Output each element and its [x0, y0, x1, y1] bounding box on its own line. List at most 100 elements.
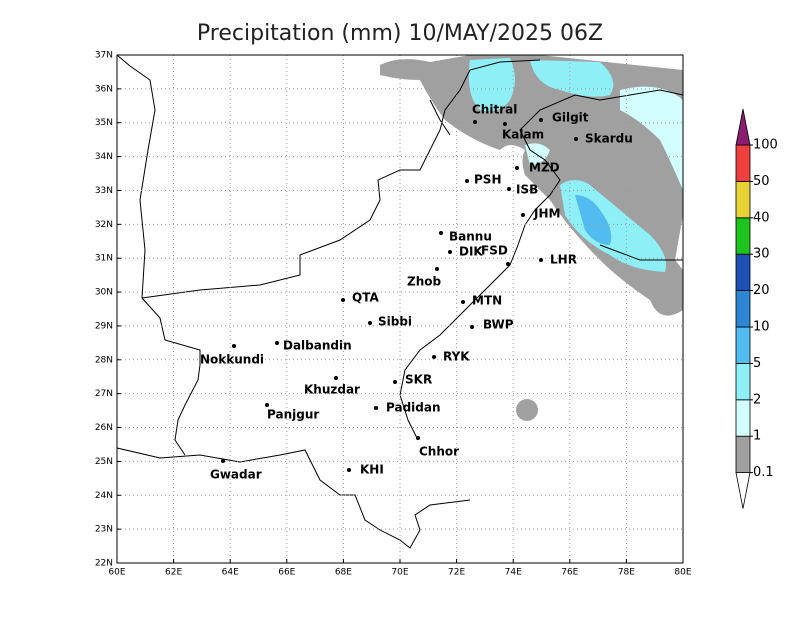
x-tick-label: 76E	[561, 568, 578, 578]
city-label: DIK	[459, 245, 483, 259]
city-label: Kalam	[502, 128, 544, 142]
city-dot	[416, 436, 420, 440]
x-tick-label: 70E	[391, 568, 408, 578]
x-tick-label: 80E	[674, 568, 691, 578]
city-dot	[221, 459, 225, 463]
colorbar-segment	[735, 290, 751, 328]
city-dot	[507, 187, 511, 191]
city-label: JHM	[533, 207, 560, 221]
x-tick-label: 68E	[335, 568, 352, 578]
border	[399, 89, 684, 441]
y-tick-label: 30N	[95, 288, 113, 298]
city-dot	[334, 376, 338, 380]
city-label: Gwadar	[210, 468, 262, 482]
colorbar-label: 30	[753, 247, 770, 262]
boundaries	[116, 54, 684, 549]
colorbar-label: 50	[753, 174, 770, 189]
city-dot	[232, 344, 236, 348]
colorbar-label: 10	[753, 320, 770, 335]
x-tick-label: 66E	[278, 568, 295, 578]
rain-area	[575, 195, 612, 245]
y-tick-label: 31N	[95, 254, 113, 264]
y-tick-label: 28N	[95, 355, 113, 365]
y-tick-label: 26N	[95, 423, 113, 433]
colorbar-segment	[735, 326, 751, 364]
colorbar-segment	[735, 217, 751, 255]
y-tick-label: 25N	[95, 457, 113, 467]
colorbar-segment	[735, 399, 751, 437]
city-label: MZD	[529, 161, 560, 175]
rain-area	[530, 60, 614, 97]
city-label: Chitral	[472, 103, 517, 117]
colorbar-segment	[735, 144, 751, 182]
colorbar-label: 100	[753, 138, 778, 153]
coastline	[116, 447, 471, 549]
colorbar-segment	[735, 253, 751, 291]
colorbar-segment	[735, 362, 751, 401]
y-tick-label: 24N	[95, 491, 113, 501]
rain-area	[620, 86, 683, 190]
city-dot	[539, 258, 543, 262]
colorbar-segment	[735, 180, 751, 219]
city-label: FSD	[481, 244, 508, 258]
city-dot	[341, 298, 345, 302]
y-tick-label: 33N	[95, 186, 113, 196]
y-tick-label: 29N	[95, 321, 113, 331]
city-label: SKR	[405, 373, 432, 387]
city-dot	[473, 120, 477, 124]
city-dot	[521, 213, 525, 217]
city-label: RYK	[443, 350, 470, 364]
border	[116, 54, 156, 299]
rain-area	[468, 58, 515, 112]
city-dot	[435, 267, 439, 271]
city-dot	[470, 325, 474, 329]
x-tick-label: 60E	[108, 568, 125, 578]
colorbar-arrow	[735, 472, 751, 509]
title: Precipitation (mm) 10/MAY/2025 06Z	[197, 21, 603, 46]
border	[599, 244, 683, 261]
city-label: Dalbandin	[283, 339, 352, 353]
colorbar-segment	[735, 435, 751, 474]
city-dot	[265, 403, 269, 407]
y-tick-label: 35N	[95, 118, 113, 128]
city-dot	[503, 122, 507, 126]
x-tick-label: 64E	[222, 568, 239, 578]
city-dot	[506, 262, 510, 266]
border	[141, 59, 541, 299]
city-dot	[374, 406, 378, 410]
city-label: LHR	[550, 253, 577, 267]
border	[141, 297, 201, 456]
city-label: ISB	[516, 183, 538, 197]
precipitation	[380, 55, 683, 421]
city-label: Chhor	[419, 445, 459, 459]
x-tick-label: 72E	[448, 568, 465, 578]
city-dot	[347, 468, 351, 472]
y-tick-label: 27N	[95, 389, 113, 399]
y-tick-label: 23N	[95, 525, 113, 535]
city-dot	[448, 250, 452, 254]
city-dot	[515, 166, 519, 170]
colorbar-label: 2	[753, 392, 761, 407]
city-dot	[465, 179, 469, 183]
colorbar-label: 40	[753, 210, 770, 225]
map-frame	[116, 54, 684, 564]
x-tick-label: 62E	[165, 568, 182, 578]
city-label: Bannu	[449, 230, 492, 244]
city-dot	[393, 380, 397, 384]
colorbar-label: 20	[753, 283, 770, 298]
city-dot	[432, 355, 436, 359]
city-label: Nokkundi	[200, 353, 264, 367]
y-tick-label: 32N	[95, 220, 113, 230]
city-dot	[574, 137, 578, 141]
colorbar-label: 1	[753, 429, 761, 444]
city-label: BWP	[483, 318, 514, 332]
city-dot	[461, 300, 465, 304]
city-label: MTN	[472, 294, 502, 308]
city-label: Gilgit	[552, 111, 589, 125]
city-label: Khuzdar	[304, 383, 360, 397]
city-dot	[539, 118, 543, 122]
colorbar-arrow	[735, 108, 751, 146]
colorbar-label: 0.1	[753, 465, 774, 480]
city-label: Sibbi	[378, 315, 412, 329]
city-label: Padidan	[386, 401, 441, 415]
